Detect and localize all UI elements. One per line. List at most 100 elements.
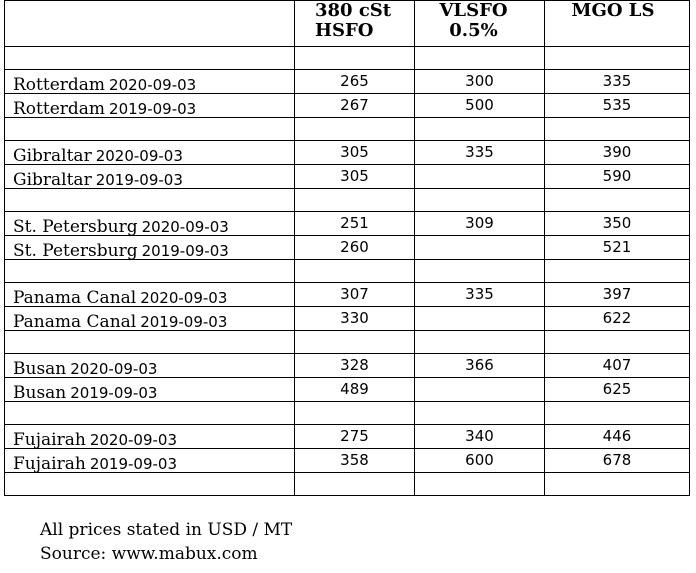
empty-cell bbox=[544, 46, 690, 70]
hsfo-cell: 251 bbox=[294, 211, 415, 236]
hsfo-cell: 330 bbox=[294, 306, 415, 331]
vlsfo-cell: 335 bbox=[414, 282, 545, 307]
vlsfo-cell: 600 bbox=[414, 448, 545, 473]
empty-cell bbox=[544, 117, 690, 141]
port-cell: Fujairah 2019-09-03 bbox=[4, 448, 295, 473]
empty-cell bbox=[4, 117, 295, 141]
empty-cell bbox=[294, 401, 415, 425]
empty-cell bbox=[4, 401, 295, 425]
hsfo-cell: 275 bbox=[294, 424, 415, 449]
mgo-cell: 397 bbox=[544, 282, 690, 307]
vlsfo-cell: 366 bbox=[414, 353, 545, 378]
hsfo-price: 305 bbox=[340, 142, 369, 161]
table-row: St. Petersburg 2020-09-03 251 309 350 bbox=[4, 211, 690, 236]
vlsfo-cell bbox=[414, 235, 545, 260]
mgo-cell: 521 bbox=[544, 235, 690, 260]
empty-cell bbox=[414, 472, 545, 496]
empty-cell bbox=[294, 117, 415, 141]
price-date: 2020-09-03 bbox=[141, 217, 229, 236]
vlsfo-price: 340 bbox=[465, 426, 494, 445]
mgo-price: 521 bbox=[602, 237, 632, 256]
port-cell: Gibraltar 2020-09-03 bbox=[4, 140, 295, 165]
hsfo-price: 489 bbox=[340, 379, 369, 398]
mgo-cell: 622 bbox=[544, 306, 690, 331]
empty-cell bbox=[414, 46, 545, 70]
port-name: Gibraltar bbox=[13, 145, 92, 165]
price-date: 2019-09-03 bbox=[95, 170, 183, 189]
hsfo-price: 328 bbox=[340, 355, 369, 374]
hsfo-cell: 260 bbox=[294, 235, 415, 260]
spacer-row bbox=[4, 188, 690, 212]
port-name: Rotterdam bbox=[13, 98, 106, 118]
header-hsfo-line2: HSFO bbox=[315, 20, 374, 41]
header-cell-vlsfo: VLSFO 0.5% bbox=[414, 0, 545, 47]
port-name: Panama Canal bbox=[13, 287, 137, 307]
hsfo-price: 275 bbox=[340, 426, 369, 445]
mgo-price: 407 bbox=[602, 355, 632, 374]
mgo-cell: 390 bbox=[544, 140, 690, 165]
vlsfo-price: 366 bbox=[465, 355, 494, 374]
mgo-cell: 446 bbox=[544, 424, 690, 449]
empty-cell bbox=[544, 330, 690, 354]
header-vlsfo-line1: VLSFO bbox=[439, 0, 508, 21]
vlsfo-cell bbox=[414, 164, 545, 189]
header-hsfo-line1: 380 cSt bbox=[315, 0, 392, 21]
vlsfo-price: 600 bbox=[465, 450, 494, 469]
empty-cell bbox=[414, 117, 545, 141]
table-row: St. Petersburg 2019-09-03 260 521 bbox=[4, 235, 690, 260]
table-body: 380 cSt HSFO VLSFO 0.5% MGO LS Rotterdam… bbox=[4, 0, 690, 496]
empty-cell bbox=[414, 330, 545, 354]
price-date: 2020-09-03 bbox=[95, 146, 183, 165]
hsfo-cell: 305 bbox=[294, 164, 415, 189]
spacer-row bbox=[4, 330, 690, 354]
mgo-cell: 535 bbox=[544, 93, 690, 118]
currency-note: All prices stated in USD / MT bbox=[40, 520, 293, 540]
table-row: Rotterdam 2020-09-03 265 300 335 bbox=[4, 69, 690, 94]
port-name: Fujairah bbox=[13, 453, 86, 473]
empty-cell bbox=[294, 259, 415, 283]
port-cell: St. Petersburg 2019-09-03 bbox=[4, 235, 295, 260]
empty-cell bbox=[4, 330, 295, 354]
table-row: Fujairah 2020-09-03 275 340 446 bbox=[4, 424, 690, 449]
port-name: Rotterdam bbox=[13, 74, 106, 94]
table-row: Gibraltar 2019-09-03 305 590 bbox=[4, 164, 690, 189]
table-footer: All prices stated in USD / MT Source: ww… bbox=[40, 518, 292, 566]
port-name: Busan bbox=[13, 358, 67, 378]
port-name: Panama Canal bbox=[13, 311, 137, 331]
empty-cell bbox=[4, 472, 295, 496]
vlsfo-cell: 335 bbox=[414, 140, 545, 165]
mgo-price: 622 bbox=[602, 308, 632, 327]
mgo-cell: 335 bbox=[544, 69, 690, 94]
hsfo-cell: 489 bbox=[294, 377, 415, 402]
hsfo-price: 307 bbox=[340, 284, 369, 303]
empty-cell bbox=[544, 472, 690, 496]
empty-cell bbox=[544, 259, 690, 283]
header-cell-port bbox=[4, 0, 295, 47]
vlsfo-cell: 300 bbox=[414, 69, 545, 94]
hsfo-cell: 358 bbox=[294, 448, 415, 473]
hsfo-price: 358 bbox=[340, 450, 369, 469]
empty-cell bbox=[294, 188, 415, 212]
spacer-row bbox=[4, 259, 690, 283]
hsfo-cell: 307 bbox=[294, 282, 415, 307]
empty-cell bbox=[4, 259, 295, 283]
table-header-row: 380 cSt HSFO VLSFO 0.5% MGO LS bbox=[4, 0, 690, 47]
price-date: 2019-09-03 bbox=[89, 454, 177, 473]
vlsfo-cell: 500 bbox=[414, 93, 545, 118]
port-name: St. Petersburg bbox=[13, 216, 138, 236]
mgo-price: 590 bbox=[602, 166, 632, 185]
vlsfo-price: 335 bbox=[465, 284, 494, 303]
port-cell: Busan 2019-09-03 bbox=[4, 377, 295, 402]
hsfo-cell: 265 bbox=[294, 69, 415, 94]
table-row: Panama Canal 2020-09-03 307 335 397 bbox=[4, 282, 690, 307]
vlsfo-cell bbox=[414, 306, 545, 331]
source-note: Source: www.mabux.com bbox=[40, 544, 258, 564]
price-date: 2020-09-03 bbox=[140, 288, 228, 307]
vlsfo-price: 309 bbox=[465, 213, 494, 232]
vlsfo-price: 300 bbox=[465, 71, 494, 90]
mgo-cell: 678 bbox=[544, 448, 690, 473]
hsfo-cell: 267 bbox=[294, 93, 415, 118]
port-name: Fujairah bbox=[13, 429, 86, 449]
table-row: Busan 2019-09-03 489 625 bbox=[4, 377, 690, 402]
vlsfo-price: 500 bbox=[465, 95, 494, 114]
